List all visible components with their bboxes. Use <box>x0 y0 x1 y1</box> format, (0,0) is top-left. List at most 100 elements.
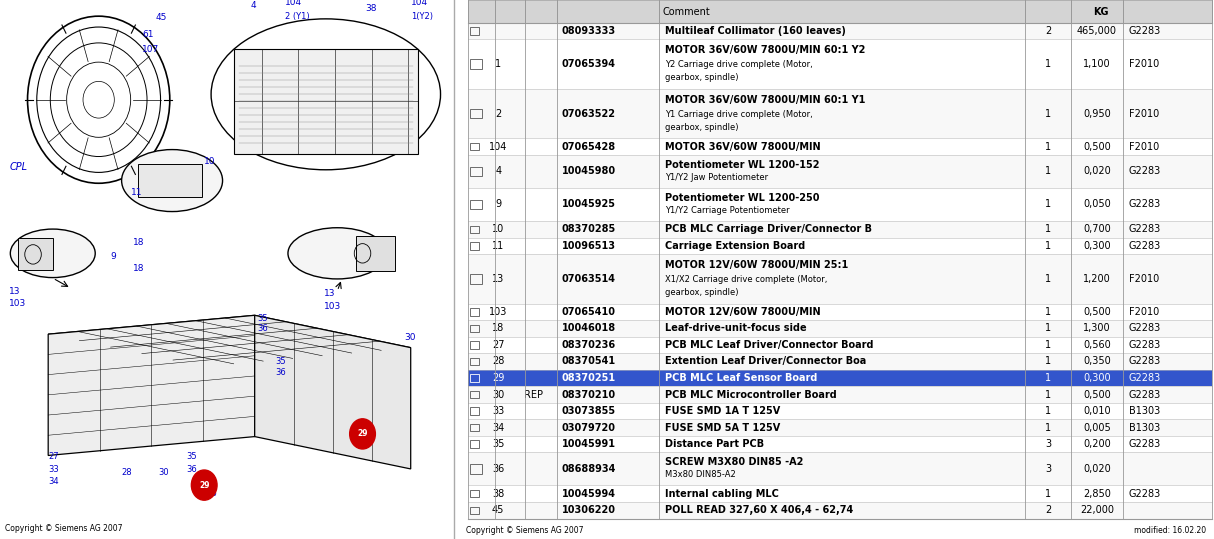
Text: 35: 35 <box>276 357 287 366</box>
Text: 10: 10 <box>492 224 504 234</box>
Text: 0,700: 0,700 <box>1083 224 1111 234</box>
Text: 36: 36 <box>206 489 217 499</box>
Text: 10045994: 10045994 <box>562 489 615 499</box>
Text: B1303: B1303 <box>1129 423 1159 433</box>
Text: 07063522: 07063522 <box>562 108 615 119</box>
Bar <box>470 109 482 119</box>
Text: 61: 61 <box>142 30 154 39</box>
Bar <box>356 236 395 271</box>
Text: 1: 1 <box>1045 340 1051 350</box>
Text: PCB MLC Leaf Sensor Board: PCB MLC Leaf Sensor Board <box>665 373 817 383</box>
Text: Copyright © Siemens AG 2007: Copyright © Siemens AG 2007 <box>466 526 584 535</box>
Text: 45: 45 <box>492 505 504 515</box>
Text: 07065394: 07065394 <box>562 59 615 69</box>
Bar <box>467 238 1213 254</box>
Text: 11: 11 <box>131 188 142 197</box>
Text: G2283: G2283 <box>1129 390 1161 399</box>
Text: 18: 18 <box>134 264 144 273</box>
Polygon shape <box>255 315 410 469</box>
Text: 03073855: 03073855 <box>562 406 615 416</box>
Text: 18: 18 <box>134 238 144 247</box>
Text: 4: 4 <box>495 167 501 176</box>
Text: F2010: F2010 <box>1129 59 1159 69</box>
Text: G2283: G2283 <box>1129 199 1161 210</box>
Circle shape <box>350 419 375 449</box>
Bar <box>467 320 1213 337</box>
Text: FUSE SMD 5A T 125V: FUSE SMD 5A T 125V <box>665 423 781 433</box>
Bar <box>470 407 480 415</box>
Text: MOTOR 12V/60W 7800U/MIN: MOTOR 12V/60W 7800U/MIN <box>665 307 821 317</box>
Bar <box>467 155 1213 188</box>
Text: 0,200: 0,200 <box>1083 439 1111 449</box>
Bar <box>234 49 418 154</box>
Text: 1: 1 <box>1045 423 1051 433</box>
Bar <box>137 164 202 197</box>
Text: Copyright © Siemens AG 2007: Copyright © Siemens AG 2007 <box>5 523 123 533</box>
Text: 1: 1 <box>1045 390 1051 399</box>
Text: 2: 2 <box>1045 26 1051 36</box>
Text: Distance Part PCB: Distance Part PCB <box>665 439 764 449</box>
Bar <box>470 424 480 431</box>
Text: KG: KG <box>1093 8 1108 17</box>
Text: 33: 33 <box>49 465 59 474</box>
Ellipse shape <box>121 149 222 211</box>
Bar <box>470 490 480 497</box>
Text: POLL READ 327,60 X 406,4 - 62,74: POLL READ 327,60 X 406,4 - 62,74 <box>665 505 853 515</box>
Text: Y1 Carriage drive complete (Motor,: Y1 Carriage drive complete (Motor, <box>665 110 813 119</box>
Text: 36: 36 <box>186 465 197 474</box>
Text: 0,005: 0,005 <box>1083 423 1111 433</box>
Text: 107: 107 <box>142 45 159 54</box>
Bar <box>467 0 1213 23</box>
Text: G2283: G2283 <box>1129 340 1161 350</box>
Bar <box>470 507 480 514</box>
Text: 28: 28 <box>492 356 504 367</box>
Text: 08688934: 08688934 <box>562 464 615 474</box>
Text: 1: 1 <box>1045 199 1051 210</box>
Text: 104: 104 <box>410 0 427 8</box>
Circle shape <box>192 470 217 500</box>
Text: 1,300: 1,300 <box>1083 323 1111 334</box>
Text: F2010: F2010 <box>1129 307 1159 317</box>
Text: 10045925: 10045925 <box>562 199 615 210</box>
Text: 18: 18 <box>492 323 504 334</box>
Text: 30: 30 <box>492 390 504 399</box>
Text: 35: 35 <box>492 439 504 449</box>
Text: G2283: G2283 <box>1129 356 1161 367</box>
Text: Carriage Extension Board: Carriage Extension Board <box>665 241 805 251</box>
Text: 465,000: 465,000 <box>1077 26 1117 36</box>
Text: 1: 1 <box>1045 356 1051 367</box>
Text: 10306220: 10306220 <box>562 505 615 515</box>
Bar <box>470 143 480 150</box>
Text: 36: 36 <box>276 368 287 377</box>
Text: 1: 1 <box>1045 274 1051 284</box>
Bar <box>470 225 480 233</box>
Text: Multileaf Collimator (160 leaves): Multileaf Collimator (160 leaves) <box>665 26 846 36</box>
Text: 1: 1 <box>1045 241 1051 251</box>
Text: 34: 34 <box>49 477 58 486</box>
Text: X1/X2 Carriage drive complete (Motor,: X1/X2 Carriage drive complete (Motor, <box>665 275 828 285</box>
Text: MOTOR 36V/60W 7800U/MIN: MOTOR 36V/60W 7800U/MIN <box>665 142 821 151</box>
Bar <box>18 238 52 270</box>
Text: 1,200: 1,200 <box>1083 274 1111 284</box>
Text: 30: 30 <box>404 333 415 342</box>
Bar <box>467 419 1213 436</box>
Bar <box>467 386 1213 403</box>
Text: 29: 29 <box>492 373 504 383</box>
Text: 0,300: 0,300 <box>1083 241 1111 251</box>
Text: 30: 30 <box>158 468 169 478</box>
Text: 9: 9 <box>495 199 501 210</box>
Text: F2010: F2010 <box>1129 108 1159 119</box>
Text: G2283: G2283 <box>1129 241 1161 251</box>
Text: 08370541: 08370541 <box>562 356 615 367</box>
Text: 103: 103 <box>489 307 507 317</box>
Text: 13: 13 <box>492 274 504 284</box>
Bar <box>467 337 1213 353</box>
Text: 1: 1 <box>1045 59 1051 69</box>
Text: 10: 10 <box>204 157 216 167</box>
Text: F2010: F2010 <box>1129 142 1159 151</box>
Text: 13: 13 <box>10 287 21 296</box>
Text: 28: 28 <box>121 468 132 478</box>
Text: 0,560: 0,560 <box>1083 340 1111 350</box>
Bar <box>467 39 1213 89</box>
Bar <box>470 242 480 250</box>
